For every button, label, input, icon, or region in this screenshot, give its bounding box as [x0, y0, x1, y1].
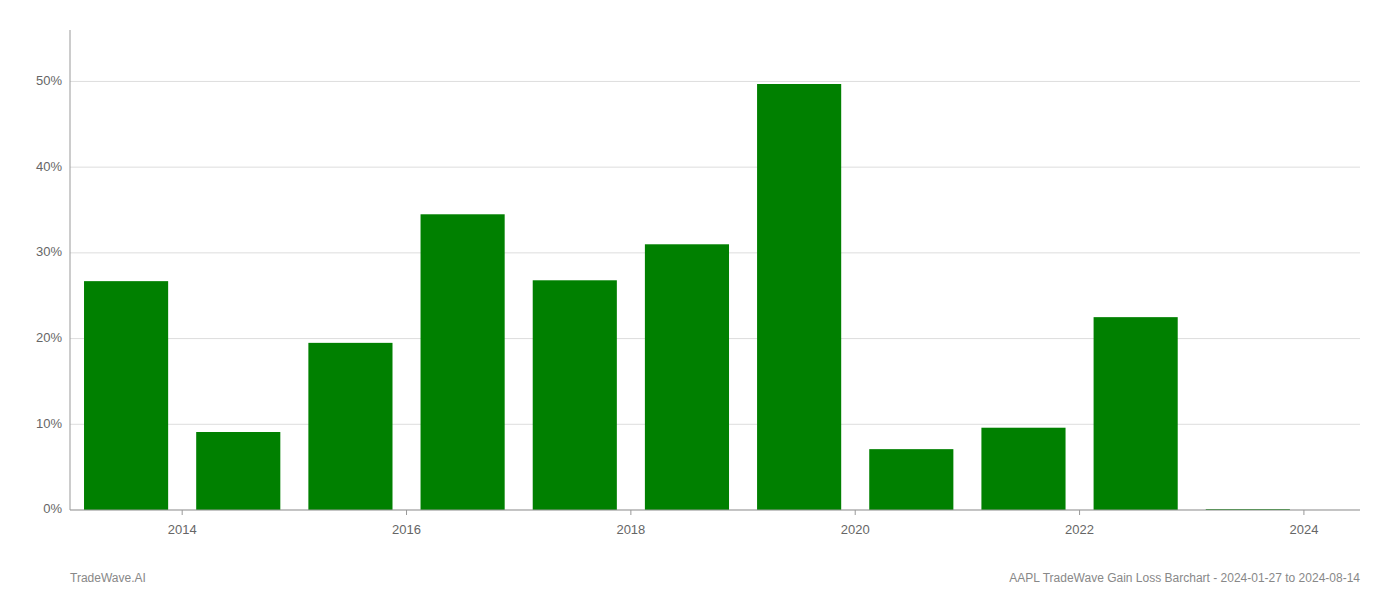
- footer-text: AAPL TradeWave Gain Loss Barchart - 2024…: [1009, 571, 1360, 585]
- x-tick: [1079, 510, 1080, 515]
- bar: [196, 432, 280, 510]
- x-tick-label: 2018: [616, 522, 645, 537]
- bar: [981, 428, 1065, 510]
- x-tick: [182, 510, 183, 515]
- y-axis-line: [70, 30, 71, 510]
- bar: [84, 281, 168, 510]
- x-tick-labels: 2014 2016 2018 2020 2022 2024: [168, 510, 1319, 537]
- x-tick-label: 2014: [168, 522, 197, 537]
- x-tick: [406, 510, 407, 515]
- x-axis-line: [70, 510, 1360, 511]
- bar: [308, 343, 392, 510]
- y-tick-label: 40%: [36, 159, 62, 174]
- bars: [84, 84, 1290, 510]
- y-tick-label: 0%: [43, 501, 62, 516]
- y-tick-label: 20%: [36, 330, 62, 345]
- x-tick: [855, 510, 856, 515]
- footer: TradeWave.AI AAPL TradeWave Gain Loss Bar…: [70, 571, 1360, 585]
- x-tick: [630, 510, 631, 515]
- x-tick-label: 2022: [1065, 522, 1094, 537]
- grid-line: [70, 81, 1360, 82]
- chart: 0% 10% 20% 30% 40% 50% 2014 2016 2018 2020 2022 202…: [0, 0, 1400, 600]
- x-tick: [1303, 510, 1304, 515]
- x-tick-label: 2016: [392, 522, 421, 537]
- y-tick-label: 50%: [36, 73, 62, 88]
- bar: [869, 449, 953, 510]
- x-tick-label: 2020: [841, 522, 870, 537]
- bar: [533, 280, 617, 510]
- bar: [757, 84, 841, 510]
- bar: [421, 214, 505, 510]
- x-tick-label: 2024: [1289, 522, 1318, 537]
- grid-line: [70, 167, 1360, 168]
- bar: [645, 244, 729, 510]
- grid-line: [70, 510, 1360, 511]
- bar: [1094, 317, 1178, 510]
- page: {"chart_data": {"type": "bar", "x": [201…: [0, 0, 1400, 600]
- y-tick-labels: 0% 10% 20% 30% 40% 50%: [36, 73, 62, 517]
- y-grid: [70, 81, 1360, 510]
- y-tick-label: 10%: [36, 416, 62, 431]
- y-tick-label: 30%: [36, 244, 62, 259]
- footer-text: TradeWave.AI: [70, 571, 146, 585]
